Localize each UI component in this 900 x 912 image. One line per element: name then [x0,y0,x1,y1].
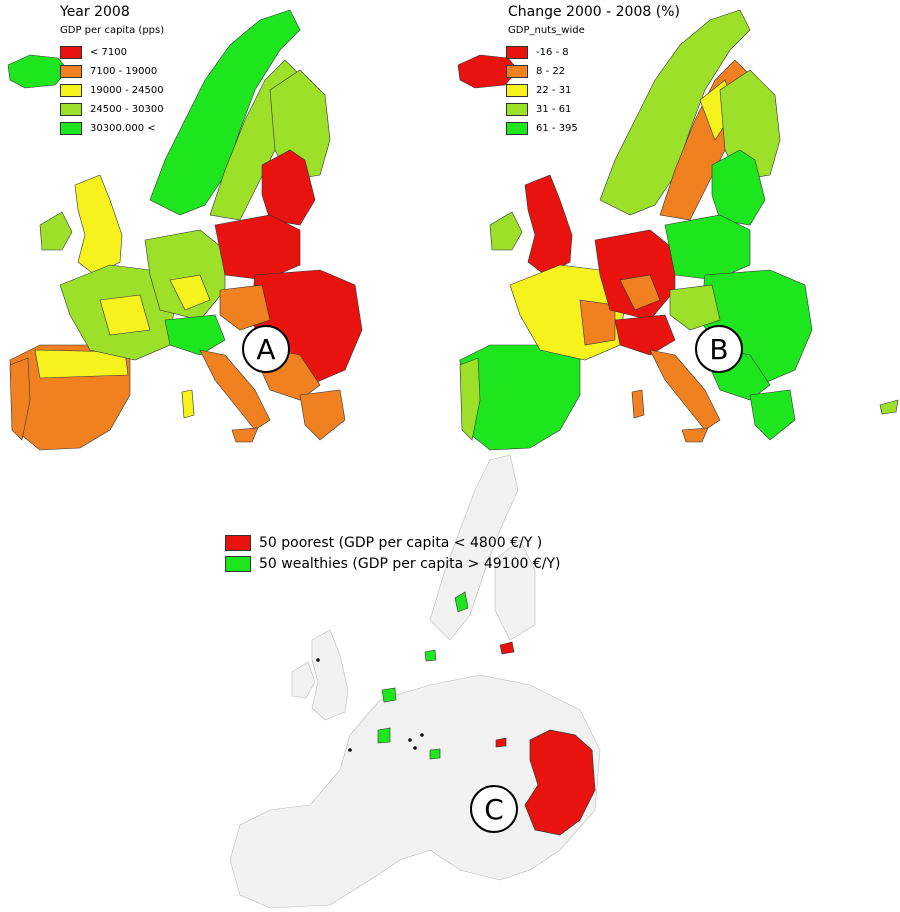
legend-item: 50 poorest (GDP per capita < 4800 €/Y ) [225,532,560,553]
legend: < 7100 7100 - 19000 19000 - 24500 24500 … [60,43,164,138]
region-sicily [231,427,259,443]
map-panel-b: Change 2000 - 2008 (%) GDP_nuts_wide -16… [450,0,900,460]
region-sicily [681,427,709,443]
legend-swatch [225,555,251,572]
legend-swatch [60,46,82,59]
panel-badge: C [470,785,518,833]
map-title: Change 2000 - 2008 (%) [508,4,680,20]
map-panel-c: 50 poorest (GDP per capita < 4800 €/Y ) … [200,450,700,912]
wealthiest-region-5 [429,748,441,760]
legend-swatch [225,534,251,551]
legend-swatch [506,84,528,97]
legend-swatch [506,46,528,59]
region-poland [664,214,751,281]
legend-swatch [506,103,528,116]
region-norway [599,9,751,216]
region-hungary [669,284,721,331]
region-france-east [579,299,616,346]
europe-map-c [229,454,601,909]
region-uk [524,174,573,276]
legend: -16 - 8 8 - 22 22 - 31 31 - 61 61 - 395 [506,43,578,138]
wealthiest-city-dot [420,733,424,737]
wealthiest-region [454,591,469,613]
poorest-regions [524,729,596,836]
region-norway [149,9,301,216]
region-italy-north [164,314,226,356]
region-hungary [219,284,271,331]
legend-item: 50 wealthies (GDP per capita > 49100 €/Y… [225,553,560,574]
poorest-region-small [499,641,515,655]
region-baltics [711,149,766,226]
wealthiest-city-dot [348,748,352,752]
region-baltics [261,149,316,226]
region-ireland [291,661,316,699]
region-portugal [459,357,481,441]
wealthiest-city-dot [413,746,417,750]
legend-title: GDP per capita (pps) [60,25,165,36]
region-continent [229,674,601,909]
legend-item: -16 - 8 [506,43,578,62]
region-sardinia [181,389,195,419]
legend-item: 19000 - 24500 [60,81,164,100]
poorest-region-small-2 [495,737,507,748]
region-ireland [39,211,73,251]
region-iberia [459,344,581,451]
region-france-central [99,294,151,336]
legend-item: < 7100 [60,43,164,62]
wealthiest-city-dot [408,738,412,742]
region-cyprus [879,399,899,415]
region-italy [199,349,271,431]
legend-item: 30300.000 < [60,119,164,138]
region-uk [311,629,349,721]
legend-item: 8 - 22 [506,62,578,81]
legend-title: GDP_nuts_wide [508,25,585,36]
legend-swatch [60,84,82,97]
region-portugal [9,357,31,441]
panel-badge: A [242,325,290,373]
region-sardinia [631,389,645,419]
legend-swatch [60,122,82,135]
legend: 50 poorest (GDP per capita < 4800 €/Y ) … [225,532,560,574]
region-scandinavia [429,454,519,641]
europe-map-a [7,9,363,451]
region-central-europe [619,274,661,311]
region-finland [494,539,536,641]
region-greece [299,389,346,441]
legend-item: 31 - 61 [506,100,578,119]
region-ireland [489,211,523,251]
region-iceland [7,54,69,89]
wealthiest-region-3 [377,727,391,744]
legend-swatch [506,65,528,78]
region-poland [214,214,301,281]
region-greece [749,389,796,441]
region-italy-north [614,314,676,356]
region-central-europe [169,274,211,311]
europe-map-b [457,9,899,451]
map-title: Year 2008 [60,4,130,20]
panel-badge: B [695,325,743,373]
legend-swatch [60,103,82,116]
region-italy [649,349,721,431]
map-panel-a: Year 2008 GDP per capita (pps) < 7100 71… [0,0,450,460]
legend-item: 61 - 395 [506,119,578,138]
region-uk [74,174,123,276]
wealthiest-region-4 [424,649,437,662]
legend-item: 24500 - 30300 [60,100,164,119]
legend-swatch [60,65,82,78]
wealthiest-city-dot [316,658,320,662]
legend-item: 22 - 31 [506,81,578,100]
legend-item: 7100 - 19000 [60,62,164,81]
legend-swatch [506,122,528,135]
wealthiest-region-2 [381,687,397,703]
